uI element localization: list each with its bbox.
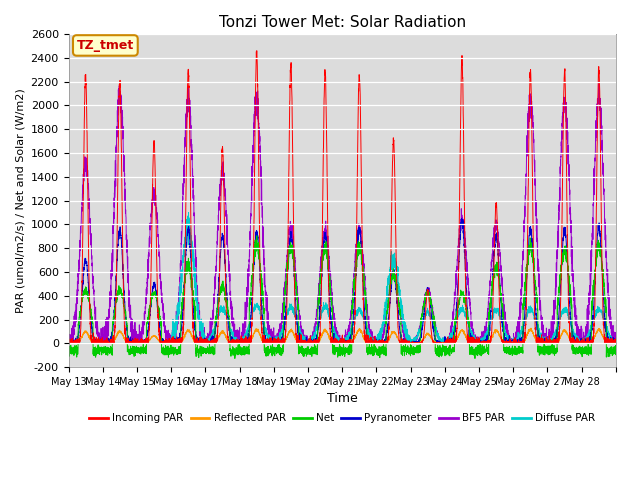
Net: [493, 271, 500, 277]
Pyranometer: [519, 330, 527, 336]
Legend: Incoming PAR, Reflected PAR, Net, Pyranometer, BF5 PAR, Diffuse PAR: Incoming PAR, Reflected PAR, Net, Pyrano…: [85, 409, 599, 427]
Reflected PAR: [65, 340, 72, 346]
Pyranometer: [612, 339, 620, 345]
Reflected PAR: [527, 325, 535, 331]
Title: Tonzi Tower Met: Solar Radiation: Tonzi Tower Met: Solar Radiation: [219, 15, 466, 30]
Diffuse PAR: [392, 258, 399, 264]
Reflected PAR: [534, 339, 541, 345]
Reflected PAR: [392, 332, 399, 337]
Net: [65, 343, 72, 349]
Net: [178, 306, 186, 312]
BF5 PAR: [178, 229, 186, 235]
Incoming PAR: [392, 240, 400, 246]
Pyranometer: [493, 237, 500, 242]
BF5 PAR: [65, 340, 72, 346]
Diffuse PAR: [185, 210, 193, 216]
Net: [363, 306, 371, 312]
Line: Net: Net: [68, 236, 616, 359]
BF5 PAR: [492, 217, 500, 223]
Incoming PAR: [493, 199, 500, 204]
Diffuse PAR: [534, 324, 541, 330]
Line: Reflected PAR: Reflected PAR: [68, 328, 616, 343]
Line: Pyranometer: Pyranometer: [68, 219, 616, 343]
Reflected PAR: [65, 340, 72, 346]
Incoming PAR: [65, 340, 72, 346]
BF5 PAR: [392, 276, 399, 281]
Incoming PAR: [363, 340, 371, 346]
Net: [471, 356, 479, 361]
BF5 PAR: [533, 235, 541, 241]
Pyranometer: [178, 317, 186, 323]
Pyranometer: [65, 340, 72, 346]
Incoming PAR: [179, 336, 186, 342]
Diffuse PAR: [65, 340, 72, 346]
Pyranometer: [458, 216, 466, 222]
Reflected PAR: [519, 339, 527, 345]
BF5 PAR: [362, 299, 370, 305]
BF5 PAR: [612, 340, 620, 346]
Pyranometer: [392, 283, 399, 289]
Reflected PAR: [179, 338, 186, 344]
Incoming PAR: [253, 48, 260, 54]
Line: Incoming PAR: Incoming PAR: [68, 51, 616, 343]
Diffuse PAR: [612, 339, 620, 345]
Line: BF5 PAR: BF5 PAR: [68, 82, 616, 343]
Net: [520, 301, 527, 307]
Incoming PAR: [534, 339, 541, 345]
Diffuse PAR: [363, 324, 371, 330]
Incoming PAR: [612, 339, 620, 345]
Pyranometer: [534, 322, 541, 327]
Diffuse PAR: [178, 276, 186, 282]
Incoming PAR: [520, 336, 527, 342]
Net: [392, 278, 399, 284]
Reflected PAR: [612, 340, 620, 346]
X-axis label: Time: Time: [327, 393, 358, 406]
Line: Diffuse PAR: Diffuse PAR: [68, 213, 616, 343]
Diffuse PAR: [519, 323, 527, 329]
Net: [612, 349, 620, 355]
Diffuse PAR: [493, 311, 500, 316]
Net: [253, 233, 260, 239]
Y-axis label: PAR (umol/m2/s) / Net and Solar (W/m2): PAR (umol/m2/s) / Net and Solar (W/m2): [15, 88, 25, 313]
Reflected PAR: [363, 338, 371, 344]
BF5 PAR: [595, 79, 603, 84]
Text: TZ_tmet: TZ_tmet: [77, 39, 134, 52]
Incoming PAR: [65, 339, 72, 345]
Reflected PAR: [493, 327, 500, 333]
Net: [534, 307, 541, 313]
BF5 PAR: [519, 256, 527, 262]
Pyranometer: [362, 331, 370, 336]
